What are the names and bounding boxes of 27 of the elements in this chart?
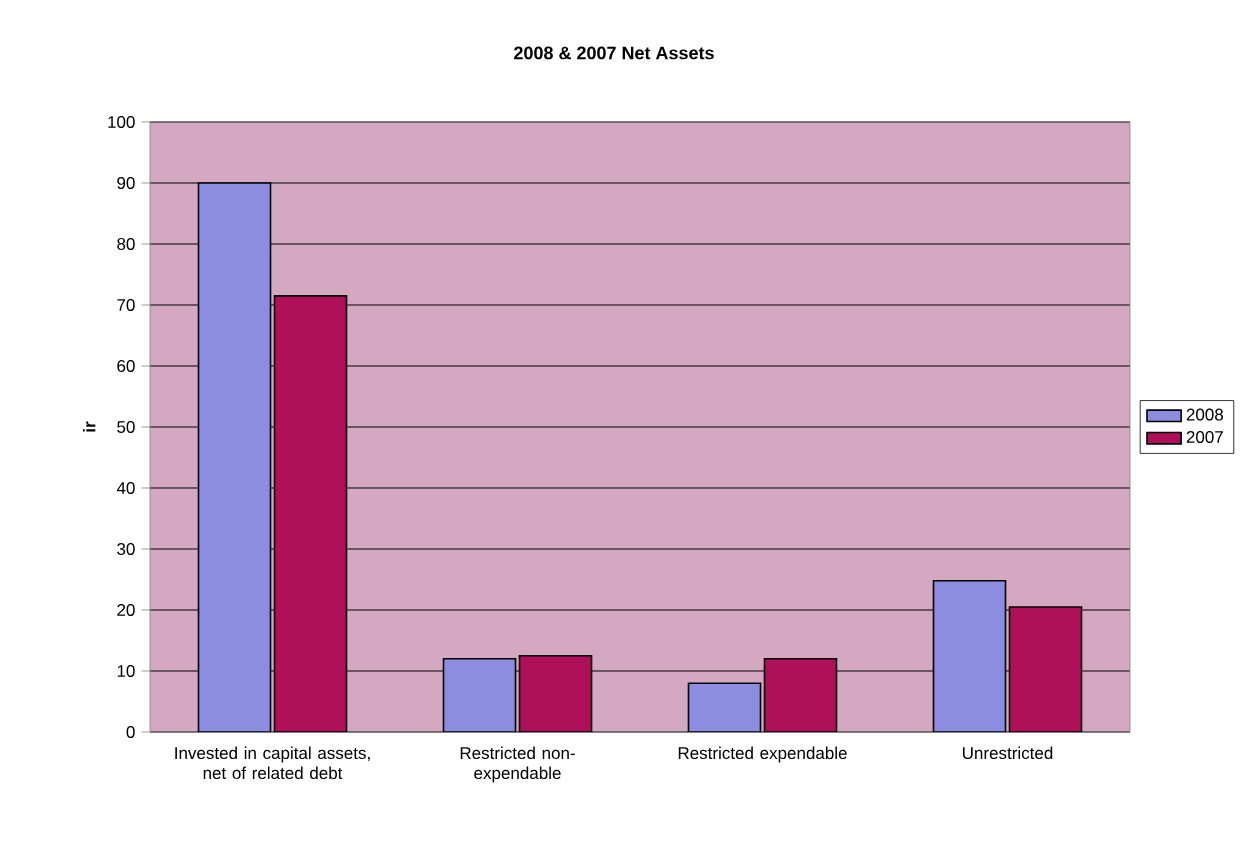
x-tick-label: Restricted expendable <box>678 746 847 763</box>
y-tick-label: 20 <box>117 603 135 616</box>
y-tick-label: 50 <box>117 420 135 433</box>
bar <box>687 682 762 732</box>
y-tick-label: 80 <box>117 237 135 250</box>
y-tick-label: 90 <box>117 176 135 189</box>
bar <box>197 182 272 732</box>
bar <box>273 295 348 732</box>
bar <box>1008 606 1083 732</box>
y-tick-label: 10 <box>117 664 135 677</box>
legend-label: 2007 <box>1186 431 1223 444</box>
x-tick-label: Invested in capital assets, net of related debt <box>175 746 370 780</box>
chart-title: 2008 & 2007 Net Assets <box>514 46 714 60</box>
y-tick-label: 70 <box>117 298 135 311</box>
y-tick-label: 60 <box>117 359 135 372</box>
y-tick-label: 40 <box>116 481 135 494</box>
bar <box>763 657 838 732</box>
bar <box>932 579 1007 732</box>
y-tick-label: 30 <box>117 542 135 555</box>
legend-label: 2008 <box>1186 408 1224 421</box>
bar <box>518 654 593 732</box>
y-tick-label: 100 <box>108 115 135 128</box>
x-tick-label: Unrestricted <box>963 746 1053 760</box>
bar <box>442 657 517 732</box>
y-axis-title: ir <box>82 421 96 432</box>
x-tick-label: Restricted non-expendable <box>460 746 575 783</box>
y-tick-label: 0 <box>126 725 135 738</box>
